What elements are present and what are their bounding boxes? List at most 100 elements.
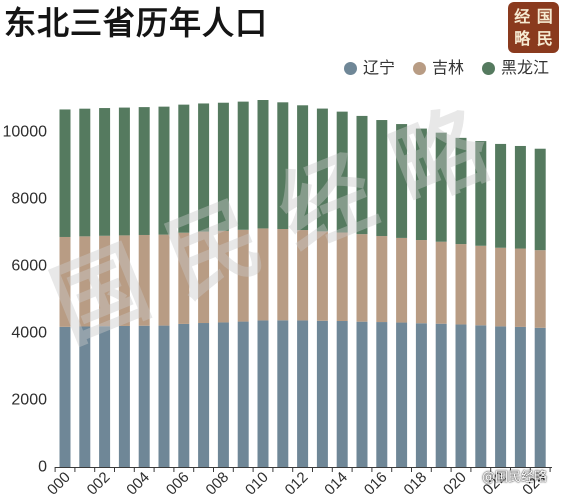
bar-heilongjiang-2003: [118, 107, 130, 236]
legend-label-heilongjiang: 黑龙江: [501, 58, 550, 77]
bar-heilongjiang-2018: [415, 128, 427, 241]
bar-heilongjiang-2002: [99, 108, 111, 236]
bar-liaoning-2007: [198, 323, 210, 467]
legend-item-heilongjiang: 黑龙江: [482, 58, 549, 78]
bars: [59, 100, 546, 467]
bar-heilongjiang-2022: [495, 143, 507, 248]
bar-jilin-2004: [138, 234, 150, 326]
bar-heilongjiang-2021: [475, 141, 487, 246]
bar-heilongjiang-2013: [316, 108, 328, 232]
bar-jilin-2000: [59, 236, 71, 327]
bar-heilongjiang-2015: [356, 115, 368, 235]
bar-liaoning-2010: [257, 320, 269, 467]
x-tick-label: 006: [163, 469, 193, 499]
y-tick-label: 10000: [3, 124, 48, 141]
bar-jilin-2018: [415, 240, 427, 324]
bar-liaoning-2012: [297, 320, 309, 467]
brand-logo: 经 国 略 民: [508, 2, 559, 53]
logo-character: 略: [514, 28, 531, 48]
bar-heilongjiang-2017: [396, 124, 408, 238]
bar-jilin-2020: [455, 244, 467, 325]
x-tick-label: 002: [84, 469, 114, 499]
logo-character: 经: [514, 7, 531, 26]
bar-liaoning-2002: [99, 326, 111, 467]
y-tick-label: 6000: [11, 258, 47, 275]
bar-heilongjiang-2001: [79, 108, 91, 237]
bar-heilongjiang-2010: [257, 100, 269, 229]
legend-item-jilin: 吉林: [413, 58, 464, 78]
bar-heilongjiang-2019: [435, 132, 447, 242]
y-axis-tick-labels: 0 2000 4000 6000 8000 10000: [3, 124, 48, 476]
legend-marker-heilongjiang: [482, 61, 496, 75]
bar-heilongjiang-2005: [158, 106, 170, 235]
bar-liaoning-2013: [316, 320, 328, 467]
bar-liaoning-2017: [396, 322, 408, 467]
bar-heilongjiang-2008: [217, 102, 229, 231]
bar-jilin-2022: [495, 247, 507, 327]
bar-liaoning-2011: [277, 320, 289, 467]
x-tick-label: 010: [242, 469, 272, 499]
bar-jilin-2006: [178, 232, 190, 324]
x-axis-tick-labels: 000 002 004 006 008 010 012 014 016 018 020 022 024: [44, 469, 549, 499]
logo-character: 国: [536, 7, 553, 26]
bar-heilongjiang-2020: [455, 137, 467, 245]
bar-heilongjiang-2012: [297, 105, 309, 231]
bar-jilin-2002: [99, 235, 111, 327]
bar-liaoning-2022: [495, 326, 507, 467]
bar-jilin-2001: [79, 236, 91, 327]
y-tick-label: 4000: [11, 325, 47, 342]
y-tick-label: 8000: [11, 191, 47, 208]
bar-liaoning-2019: [435, 323, 447, 467]
bar-liaoning-2021: [475, 325, 487, 467]
bar-jilin-2017: [396, 237, 408, 323]
bar-heilongjiang-2007: [198, 103, 210, 232]
chart-legend: 辽宁 吉林 黑龙江: [344, 58, 549, 78]
bar-jilin-2007: [198, 231, 210, 324]
bar-heilongjiang-2014: [336, 111, 348, 233]
bar-jilin-2012: [297, 230, 309, 321]
bar-heilongjiang-2009: [237, 101, 249, 230]
bar-jilin-2003: [118, 235, 130, 326]
chart-title: 东北三省历年人口: [4, 4, 269, 42]
bar-jilin-2021: [475, 245, 487, 326]
bar-jilin-2009: [237, 229, 249, 322]
bar-liaoning-2024: [534, 327, 546, 467]
bar-liaoning-2004: [138, 325, 150, 467]
x-axis-ticks: [54, 467, 551, 472]
y-tick-label: 2000: [11, 392, 47, 409]
bar-jilin-2015: [356, 234, 368, 322]
y-tick-label: 0: [38, 459, 47, 476]
bar-liaoning-2023: [514, 326, 526, 467]
x-tick-label: 020: [440, 469, 470, 499]
x-tick-label: 022: [480, 469, 510, 499]
bar-jilin-2011: [277, 229, 289, 321]
x-tick-label: 016: [361, 469, 391, 499]
bar-jilin-2016: [376, 236, 388, 323]
bar-liaoning-2008: [217, 322, 229, 467]
bar-liaoning-2005: [158, 325, 170, 467]
x-tick-label: 008: [203, 469, 233, 499]
bar-jilin-2013: [316, 231, 328, 321]
bar-heilongjiang-2023: [514, 145, 526, 249]
bar-jilin-2005: [158, 234, 170, 326]
bar-jilin-2010: [257, 228, 269, 321]
x-tick-label: 004: [123, 469, 153, 499]
legend-marker-jilin: [413, 61, 427, 75]
legend-marker-liaoning: [344, 61, 357, 75]
legend-item-liaoning: 辽宁: [344, 58, 395, 78]
bar-liaoning-2015: [356, 321, 368, 467]
bar-jilin-2008: [217, 230, 229, 323]
x-tick-label: 024: [519, 469, 549, 499]
bar-heilongjiang-2006: [178, 104, 190, 233]
bar-liaoning-2016: [376, 322, 388, 467]
bar-liaoning-2001: [79, 326, 91, 467]
logo-character: 民: [536, 28, 553, 48]
bar-heilongjiang-2011: [277, 102, 289, 230]
x-tick-label: 018: [401, 469, 431, 499]
x-tick-label: 012: [282, 469, 312, 499]
legend-label-liaoning: 辽宁: [363, 58, 396, 77]
bar-heilongjiang-2004: [138, 107, 150, 235]
bar-jilin-2019: [435, 241, 447, 324]
bar-liaoning-2000: [59, 326, 71, 467]
